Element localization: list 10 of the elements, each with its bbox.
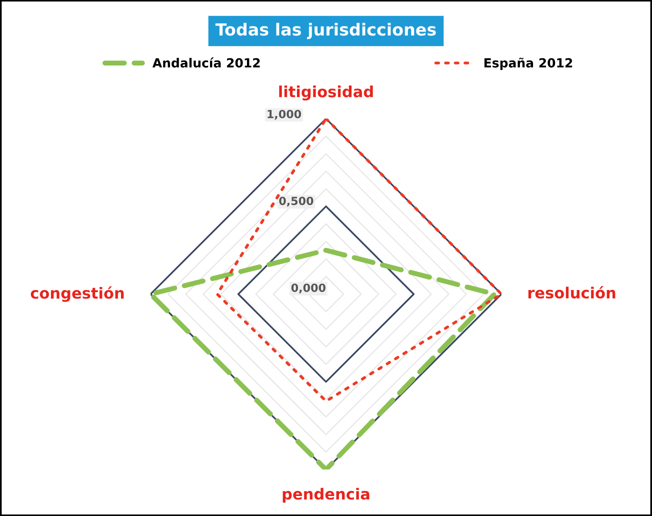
y-tick-label: 1,000 [268,110,302,120]
legend-label: España 2012 [484,58,572,70]
spoke-label: congestión [30,286,124,302]
y-tick-label: 0,500 [279,196,314,207]
y-tick-label: 0,000 [291,284,326,294]
spoke-label: litigiosidad [279,86,373,100]
chart-title: Todas las jurisdicciones [215,22,436,40]
spoke-label: resolución [528,286,616,299]
legend-label: Andalucía 2012 [152,57,260,68]
spoke-label: pendencia [282,488,370,503]
